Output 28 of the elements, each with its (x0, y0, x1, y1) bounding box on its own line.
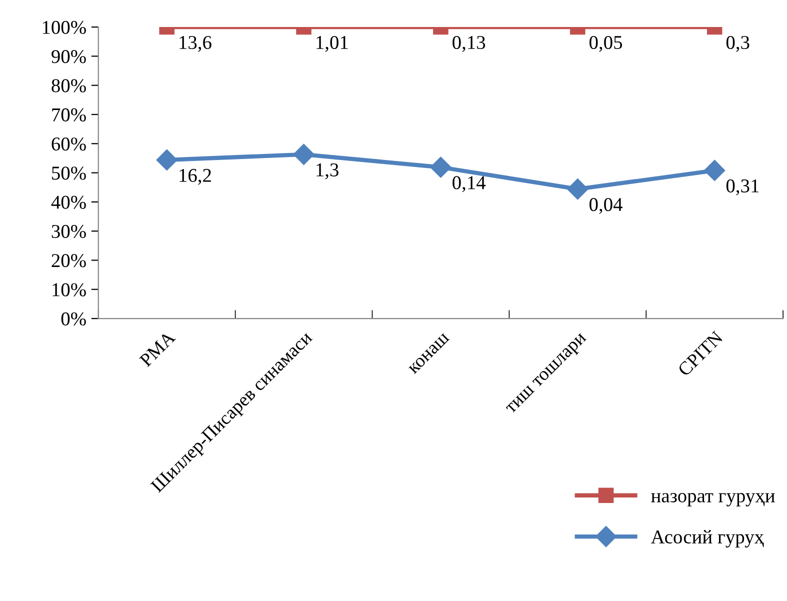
legend-label: назорат гуруҳи (651, 493, 775, 506)
annotation: 0,05 (590, 36, 622, 52)
y-tick-label: 40% (51, 196, 86, 209)
y-tick-label: 10% (52, 283, 86, 296)
y-tick-label: 60% (52, 137, 86, 151)
point (704, 160, 726, 181)
point (567, 178, 588, 200)
y-tick-label: 70% (52, 108, 86, 122)
annotation: 0,31 (726, 179, 759, 196)
point (293, 144, 314, 165)
annotation: 0,3 (726, 36, 750, 52)
annotation: 0,04 (590, 198, 622, 214)
annotation: 0,13 (452, 36, 486, 52)
annotation: 16,2 (180, 168, 211, 185)
point (156, 149, 178, 170)
annotation: 1,3 (316, 163, 338, 180)
y-tick-label: 20% (52, 254, 86, 268)
annotation: 13,6 (180, 36, 212, 52)
point (430, 156, 452, 178)
annotation: 1,01 (316, 36, 348, 52)
y-tick-label: 0% (61, 312, 86, 326)
y-tick-label: 100% (42, 20, 86, 34)
legend-label: Асосий гуруҳ (650, 530, 764, 548)
y-tick-label: 50% (52, 166, 86, 180)
y-tick-label: 30% (52, 224, 86, 238)
y-tick-label: 90% (52, 50, 86, 64)
annotation: 0,14 (452, 176, 486, 192)
y-tick-label: 80% (52, 79, 86, 92)
